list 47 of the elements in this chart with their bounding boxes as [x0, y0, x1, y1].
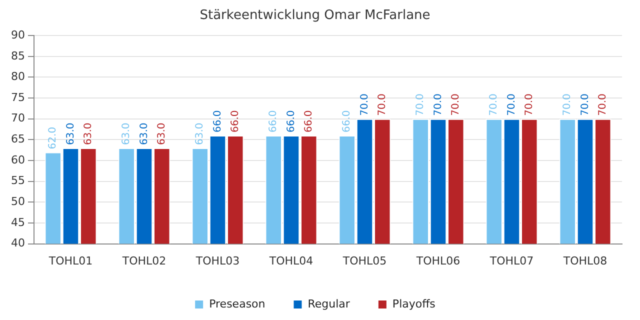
x-tick-label: TOHL03	[194, 254, 240, 268]
legend-label: Playoffs	[392, 297, 436, 310]
x-tick-label: TOHL06	[415, 254, 460, 268]
data-label: 70.0	[450, 94, 462, 116]
data-label: 70.0	[415, 94, 426, 116]
y-tick-label: 90	[10, 28, 25, 42]
legend-label: Preseason	[209, 297, 266, 310]
y-tick-label: 85	[10, 49, 25, 62]
x-tick-label: TOHL08	[562, 254, 608, 268]
data-label: 63.0	[82, 122, 94, 146]
legend-label: Regular	[308, 297, 350, 310]
data-label: 70.0	[376, 94, 388, 116]
x-tick-label: TOHL05	[342, 254, 387, 268]
x-tick-label: TOHL01	[48, 254, 93, 268]
y-tick-label: 45	[10, 216, 25, 229]
data-label: 66.0	[286, 110, 297, 133]
data-label: 63.0	[65, 122, 76, 146]
data-label: 63.0	[138, 122, 150, 146]
y-tick-label: 55	[10, 174, 25, 188]
y-tick-label: 80	[10, 70, 25, 84]
data-label: 66.0	[303, 110, 314, 133]
data-label: 70.0	[524, 94, 535, 116]
data-label: 66.0	[230, 110, 241, 133]
data-label: 70.0	[562, 94, 574, 116]
data-label: 70.0	[506, 94, 518, 116]
data-label: 70.0	[432, 94, 444, 116]
data-label: 70.0	[359, 94, 370, 116]
data-label: 70.0	[597, 94, 608, 116]
y-tick-label: 75	[10, 90, 25, 104]
data-label: 70.0	[580, 94, 591, 116]
data-label: 70.0	[488, 94, 500, 116]
x-tick-label: TOHL02	[121, 254, 166, 268]
y-tick-label: 50	[10, 195, 25, 208]
y-tick-label: 70	[10, 112, 25, 125]
data-label: 66.0	[212, 110, 224, 133]
y-tick-label: 65	[10, 132, 25, 146]
x-tick-label: TOHL07	[488, 254, 534, 268]
data-label: 62.0	[48, 126, 59, 150]
x-tick-label: TOHL04	[268, 254, 314, 268]
y-tick-label: 60	[10, 153, 25, 166]
data-label: 66.0	[342, 110, 353, 133]
data-label: 63.0	[156, 122, 168, 146]
y-tick-label: 40	[10, 236, 25, 250]
data-label: 63.0	[194, 122, 206, 146]
data-label: 63.0	[121, 122, 132, 146]
chart-title: Stärkeentwicklung Omar McFarlane	[200, 8, 430, 24]
data-label: 66.0	[268, 110, 280, 133]
